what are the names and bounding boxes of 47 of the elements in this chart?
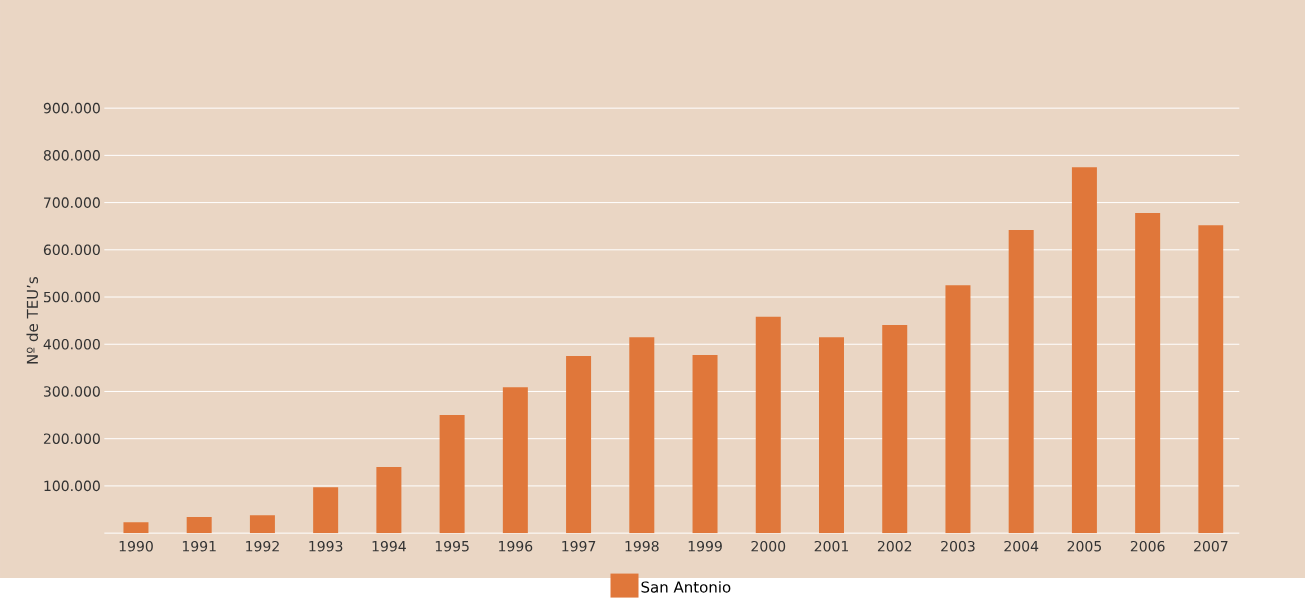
bar — [629, 337, 655, 534]
x-tick-label: 1992 — [246, 541, 279, 552]
y-tick-label: 800.000 — [43, 150, 100, 161]
x-tick-label: 2003 — [941, 541, 975, 552]
bar — [123, 522, 149, 534]
bar — [1071, 167, 1097, 534]
x-tick-label: 1991 — [182, 541, 216, 552]
bar — [692, 355, 718, 534]
y-tick-label: 900.000 — [43, 103, 100, 114]
x-tick-label: 1993 — [309, 541, 343, 552]
x-tick-label: 1995 — [435, 541, 469, 552]
bar — [819, 337, 844, 534]
legend-label: San Antonio — [641, 581, 731, 593]
y-tick-label: 100.000 — [44, 480, 100, 492]
y-tick-label: 600.000 — [43, 244, 100, 256]
bar — [249, 515, 275, 534]
bar — [945, 285, 971, 534]
x-tick-label: 2002 — [877, 541, 912, 552]
y-tick-label: 500.000 — [44, 291, 100, 303]
bar — [1198, 225, 1224, 534]
x-tick-label: 1998 — [625, 541, 659, 552]
bar — [1135, 213, 1161, 534]
y-tick-label: 300.000 — [43, 386, 100, 397]
y-tick-label: 200.000 — [43, 433, 100, 445]
bar — [882, 325, 908, 534]
x-tick-label: 2004 — [1004, 541, 1039, 552]
x-tick-label: 2005 — [1067, 541, 1101, 552]
x-tick-label: 1996 — [499, 541, 533, 552]
y-tick-label: 700.000 — [44, 197, 100, 209]
x-tick-label: 1999 — [688, 541, 722, 552]
bar — [439, 415, 465, 534]
bar — [186, 517, 212, 534]
y-tick-label: 400.000 — [43, 339, 100, 350]
bar — [502, 387, 528, 534]
x-tick-label: 2007 — [1194, 541, 1228, 552]
x-tick-label: 1994 — [372, 541, 406, 552]
x-tick-label: 2001 — [814, 541, 849, 552]
bar — [313, 487, 339, 534]
bar — [566, 356, 592, 534]
x-tick-label: 1990 — [119, 541, 153, 552]
bar — [755, 317, 781, 534]
y-axis-title: Nº de TEU’s — [26, 277, 39, 364]
bar — [376, 467, 402, 534]
x-tick-label: 1997 — [562, 541, 596, 552]
x-tick-label: 2006 — [1130, 541, 1165, 552]
x-tick-label: 2000 — [751, 541, 786, 552]
bar — [1008, 230, 1034, 534]
